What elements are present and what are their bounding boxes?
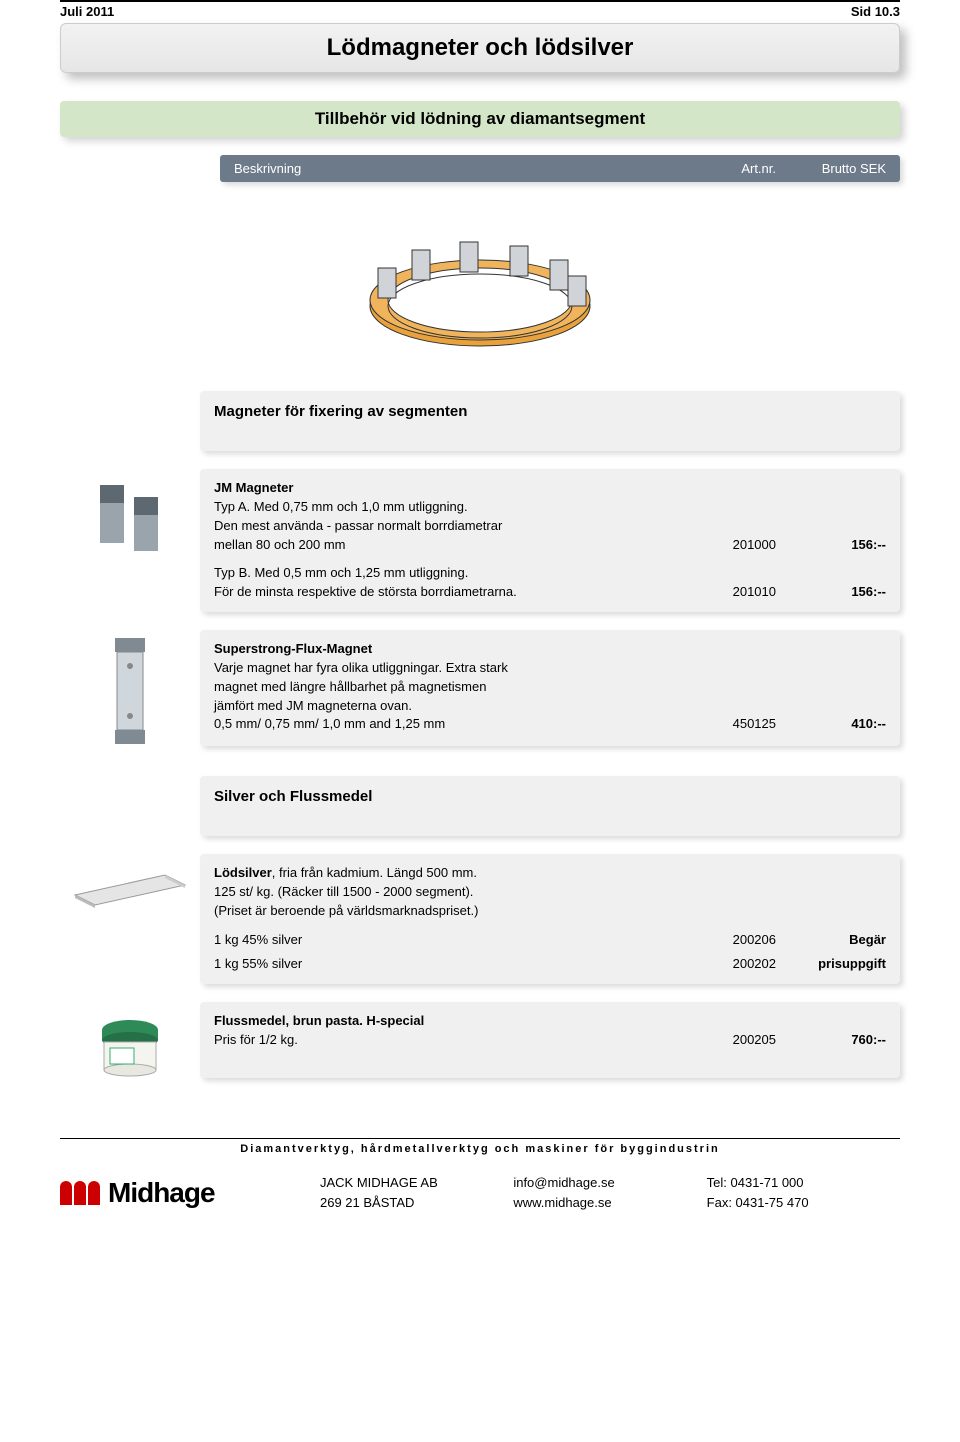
footer-logo: Midhage xyxy=(60,1177,320,1209)
item-line: Den mest använda - passar normalt borrdi… xyxy=(214,517,886,536)
item-line: Typ B. Med 0,5 mm och 1,25 mm utliggning… xyxy=(214,564,886,583)
item-line: Pris för 1/2 kg. xyxy=(214,1031,676,1050)
item-price: Begär xyxy=(776,931,886,950)
item-line: 125 st/ kg. (Räcker till 1500 - 2000 seg… xyxy=(214,883,886,902)
logo-icon xyxy=(60,1181,100,1205)
item-price: prisuppgift xyxy=(776,955,886,974)
section3-heading: Silver och Flussmedel xyxy=(214,786,886,808)
item-title: Flussmedel, brun pasta. H-special xyxy=(214,1012,886,1031)
item-desc: 1 kg 55% silver xyxy=(214,955,676,974)
footer-fax: Fax: 0431-75 470 xyxy=(707,1193,900,1213)
header-bar: Juli 2011 Sid 10.3 xyxy=(60,0,900,19)
item-art: 201000 xyxy=(676,536,776,555)
footer-company: JACK MIDHAGE AB xyxy=(320,1173,513,1193)
item-line: För de minsta respektive de största borr… xyxy=(214,583,676,602)
item-art: 450125 xyxy=(676,715,776,734)
section1-content: JM Magneter Typ A. Med 0,75 mm och 1,0 m… xyxy=(200,469,900,612)
section3-heading-box: Silver och Flussmedel xyxy=(200,776,900,836)
item-art: 200202 xyxy=(676,955,776,974)
flux-jar-icon xyxy=(60,1002,200,1078)
section1-heading-box: Magneter för fixering av segmenten xyxy=(200,391,900,451)
page-title: Lödmagneter och lödsilver xyxy=(60,23,900,73)
col-desc: Beskrivning xyxy=(234,161,676,176)
item-price: 156:-- xyxy=(776,583,886,602)
footer-email: info@midhage.se xyxy=(513,1173,706,1193)
item-line: 0,5 mm/ 0,75 mm/ 1,0 mm and 1,25 mm xyxy=(214,715,676,734)
item-price: 760:-- xyxy=(776,1031,886,1050)
item-price: 410:-- xyxy=(776,715,886,734)
col-price: Brutto SEK xyxy=(776,161,886,176)
footer-tagline: Diamantverktyg, hårdmetallverktyg och ma… xyxy=(60,1143,900,1155)
section1-heading: Magneter för fixering av segmenten xyxy=(214,401,886,423)
item-line: jämfört med JM magneterna ovan. xyxy=(214,697,886,716)
section5-content: Flussmedel, brun pasta. H-special Pris f… xyxy=(200,1002,900,1078)
item-line: Lödsilver, fria från kadmium. Längd 500 … xyxy=(214,864,886,883)
header-date: Juli 2011 xyxy=(60,4,114,19)
superstrong-magnet-icon xyxy=(60,630,200,746)
item-price: 156:-- xyxy=(776,536,886,555)
item-desc: 1 kg 45% silver xyxy=(214,931,676,950)
logo-text: Midhage xyxy=(108,1177,215,1209)
item-art: 200206 xyxy=(676,931,776,950)
page-subtitle: Tillbehör vid lödning av diamantsegment xyxy=(60,101,900,137)
item-title: JM Magneter xyxy=(214,479,886,498)
item-line: Typ A. Med 0,75 mm och 1,0 mm utliggning… xyxy=(214,498,886,517)
item-line: Varje magnet har fyra olika utliggningar… xyxy=(214,659,886,678)
item-line: (Priset är beroende på världsmarknadspri… xyxy=(214,902,886,921)
column-header-row: Beskrivning Art.nr. Brutto SEK xyxy=(220,155,900,182)
footer-address: 269 21 BÅSTAD xyxy=(320,1193,513,1213)
section4-content: Lödsilver, fria från kadmium. Längd 500 … xyxy=(200,854,900,984)
item-art: 200205 xyxy=(676,1031,776,1050)
col-art: Art.nr. xyxy=(676,161,776,176)
item-line: mellan 80 och 200 mm xyxy=(214,536,676,555)
page-footer: Diamantverktyg, hårdmetallverktyg och ma… xyxy=(60,1138,900,1212)
silver-bar-icon xyxy=(60,854,200,984)
item-title: Superstrong-Flux-Magnet xyxy=(214,640,886,659)
item-art: 201010 xyxy=(676,583,776,602)
header-page: Sid 10.3 xyxy=(851,4,900,19)
core-drill-diagram xyxy=(60,206,900,361)
item-line: magnet med längre hållbarhet på magnetis… xyxy=(214,678,886,697)
section2-content: Superstrong-Flux-Magnet Varje magnet har… xyxy=(200,630,900,746)
footer-web: www.midhage.se xyxy=(513,1193,706,1213)
footer-tel: Tel: 0431-71 000 xyxy=(707,1173,900,1193)
jm-magnet-icon xyxy=(60,469,200,612)
